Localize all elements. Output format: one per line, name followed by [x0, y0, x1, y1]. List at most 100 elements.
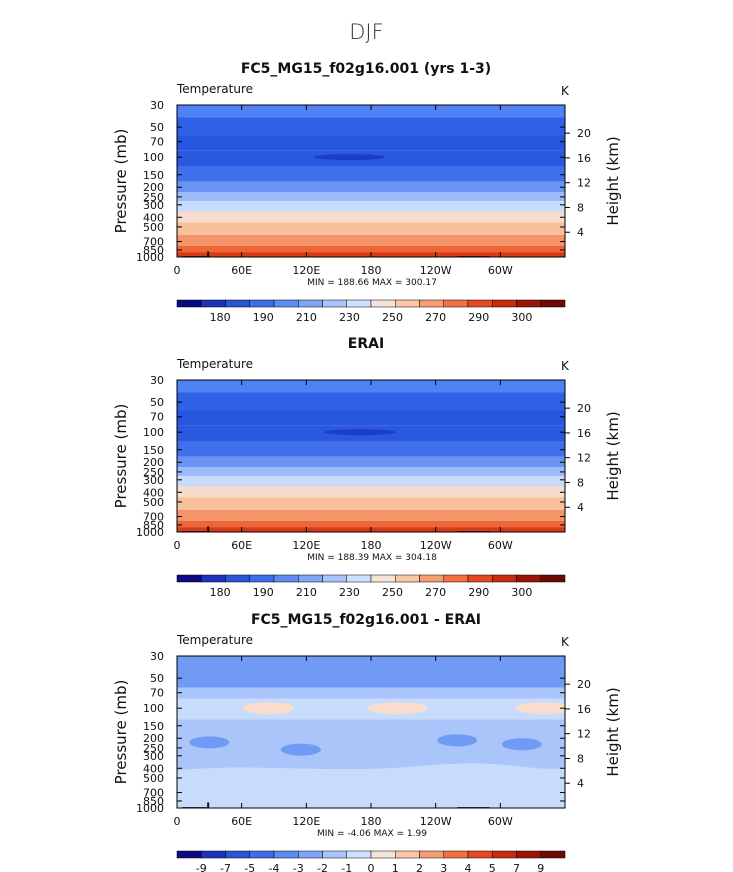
colorbar-label: 7: [513, 862, 520, 872]
field-band-200: [177, 456, 565, 468]
y-tick-label: 1000: [136, 802, 164, 815]
panel-field: [177, 105, 565, 257]
colorbar-swatch: [298, 299, 323, 308]
x-tick-label: 0: [174, 539, 181, 552]
colorbar-swatch: [273, 574, 299, 583]
field-band-300: [177, 201, 565, 212]
x-tick-label: 60E: [231, 815, 252, 828]
colorbar-label: -3: [293, 862, 304, 872]
field-band-700: [177, 234, 565, 246]
height-tick-label: 20: [577, 402, 591, 415]
x-tick-label: 120E: [292, 539, 320, 552]
colorbar-swatch: [225, 299, 250, 308]
x-tick-label: 120W: [420, 264, 452, 277]
colorbar-swatch: [322, 299, 347, 308]
field-band-500: [177, 222, 565, 235]
panel-field: [177, 656, 565, 808]
colorbar-swatch: [370, 574, 396, 583]
y-tick-label: 300: [143, 474, 164, 487]
colorbar-swatch: [370, 299, 396, 308]
y-tick-label: 400: [143, 762, 164, 775]
y-tick-label: 300: [143, 750, 164, 763]
colorbar-swatch: [346, 574, 372, 583]
height-tick-label: 4: [577, 226, 584, 239]
colorbar-swatch: [540, 574, 566, 583]
cold-anomaly-2: [437, 734, 478, 747]
cold-anomaly-0: [189, 736, 230, 749]
y-tick-label: 250: [143, 466, 164, 479]
y-tick-label: 150: [143, 444, 164, 457]
colorbar-swatch: [516, 850, 541, 859]
y-tick-label: 500: [143, 772, 164, 785]
x-tick-label: 120W: [420, 815, 452, 828]
y-tick-label: 30: [150, 99, 164, 112]
field-band-850: [177, 245, 565, 254]
colorbar-label: 210: [296, 586, 317, 599]
colorbar-swatch: [225, 850, 250, 859]
colorbar-label: 190: [253, 586, 274, 599]
field-band-70: [177, 135, 565, 151]
colorbar-swatch: [516, 574, 541, 583]
panel-model: FC5_MG15_f02g16.001 (yrs 1-3) Temperature…: [112, 61, 622, 324]
colorbar-label: 250: [382, 586, 403, 599]
colorbar-swatch: [176, 574, 202, 583]
panel-units-label: K: [561, 84, 570, 98]
y-tick-label: 50: [150, 672, 164, 685]
y-axis-label-right: Height (km): [604, 411, 622, 500]
panel-title: ERAI: [348, 336, 384, 352]
warm-anomaly-0: [242, 702, 295, 715]
colorbar-swatch: [201, 299, 226, 308]
topography-peak: [207, 251, 210, 257]
y-tick-label: 30: [150, 374, 164, 387]
y-tick-label: 400: [143, 211, 164, 224]
y-tick-label: 100: [143, 702, 164, 715]
height-tick-label: 8: [577, 476, 584, 489]
x-tick-label: 60E: [231, 539, 252, 552]
x-tick-label: 60W: [488, 539, 513, 552]
colorbar-label: -5: [244, 862, 255, 872]
colorbar-swatch: [443, 299, 469, 308]
warm-anomaly-2: [515, 702, 565, 715]
colorbar-swatch: [176, 850, 202, 859]
colorbar-label: 5: [489, 862, 496, 872]
colorbar-label: -1: [341, 862, 352, 872]
colorbar-swatch: [492, 850, 517, 859]
field-band-400: [177, 211, 565, 223]
colorbar-label: 2: [416, 862, 423, 872]
height-tick-label: 16: [577, 427, 591, 440]
y-tick-label: 500: [143, 221, 164, 234]
x-tick-label: 0: [174, 815, 181, 828]
height-tick-label: 4: [577, 501, 584, 514]
y-axis-label: Pressure (mb): [112, 129, 130, 234]
y-tick-label: 200: [143, 732, 164, 745]
field-band-200: [177, 181, 565, 193]
colorbar-swatch: [298, 850, 323, 859]
colorbar-swatch: [419, 299, 444, 308]
topography-peak: [207, 526, 210, 532]
colorbar-swatch: [395, 574, 420, 583]
height-tick-label: 16: [577, 152, 591, 165]
colorbar-swatch: [467, 574, 493, 583]
height-tick-label: 16: [577, 703, 591, 716]
colorbar-swatch: [443, 850, 469, 859]
panel-stats: MIN = 188.66 MAX = 300.17: [307, 278, 437, 288]
height-tick-label: 20: [577, 678, 591, 691]
field-band-150: [177, 441, 565, 457]
field-band-500: [177, 497, 565, 510]
y-tick-label: 50: [150, 121, 164, 134]
y-tick-label: 500: [143, 496, 164, 509]
y-tick-label: 850: [143, 244, 164, 257]
x-tick-label: 60E: [231, 264, 252, 277]
colorbar-swatch: [443, 574, 469, 583]
y-tick-label: 400: [143, 486, 164, 499]
colorbar-swatch: [249, 574, 275, 583]
height-tick-label: 8: [577, 201, 584, 214]
y-tick-label: 200: [143, 456, 164, 469]
field-band-850: [177, 520, 565, 529]
x-tick-label: 180: [361, 264, 382, 277]
cold-anomaly-3: [501, 738, 542, 751]
y-tick-label: 850: [143, 519, 164, 532]
